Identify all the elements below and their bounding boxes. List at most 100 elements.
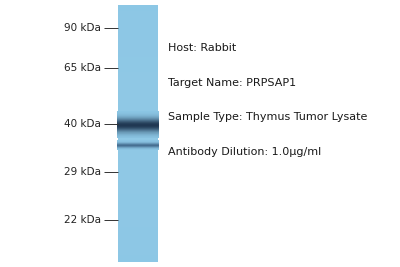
Bar xyxy=(118,141,158,142)
Bar xyxy=(118,188,158,189)
Bar xyxy=(118,91,158,92)
Bar xyxy=(118,47,158,48)
Bar xyxy=(117,125,159,126)
Bar xyxy=(118,172,158,173)
Bar xyxy=(118,108,158,109)
Bar xyxy=(118,256,158,257)
Bar xyxy=(118,150,158,151)
Bar xyxy=(118,87,158,88)
Bar xyxy=(118,29,158,30)
Bar xyxy=(118,122,158,123)
Bar xyxy=(118,86,158,87)
Bar xyxy=(117,112,159,113)
Bar xyxy=(118,206,158,207)
Bar xyxy=(117,149,159,150)
Bar xyxy=(118,78,158,80)
Bar xyxy=(118,148,158,149)
Bar xyxy=(118,212,158,213)
Bar xyxy=(117,129,159,130)
Bar xyxy=(118,115,158,116)
Bar xyxy=(118,34,158,35)
Bar xyxy=(118,195,158,196)
Bar xyxy=(118,70,158,71)
Bar xyxy=(118,252,158,253)
Bar xyxy=(118,30,158,31)
Bar xyxy=(117,148,159,149)
Bar xyxy=(118,236,158,237)
Bar xyxy=(118,207,158,208)
Bar xyxy=(117,142,159,143)
Bar xyxy=(118,48,158,49)
Bar xyxy=(117,146,159,147)
Bar xyxy=(118,138,158,139)
Bar xyxy=(118,144,158,146)
Bar xyxy=(118,118,158,119)
Bar xyxy=(117,143,159,144)
Bar xyxy=(117,130,159,131)
Bar xyxy=(118,197,158,198)
Bar xyxy=(117,131,159,132)
Bar xyxy=(118,164,158,165)
Bar xyxy=(118,238,158,239)
Bar xyxy=(118,216,158,217)
Bar xyxy=(118,15,158,17)
Bar xyxy=(118,59,158,60)
Bar xyxy=(118,108,158,109)
Bar xyxy=(118,156,158,158)
Bar xyxy=(118,199,158,200)
Bar xyxy=(118,157,158,158)
Bar xyxy=(117,124,159,125)
Bar xyxy=(118,92,158,93)
Bar xyxy=(118,249,158,250)
Bar xyxy=(118,18,158,19)
Bar xyxy=(118,165,158,166)
Bar xyxy=(118,179,158,180)
Bar xyxy=(118,228,158,229)
Bar xyxy=(118,9,158,10)
Bar xyxy=(118,198,158,199)
Bar xyxy=(118,42,158,43)
Bar xyxy=(118,54,158,55)
Bar xyxy=(118,220,158,222)
Bar xyxy=(118,64,158,65)
Bar xyxy=(118,21,158,22)
Bar xyxy=(118,84,158,85)
Bar xyxy=(117,147,159,148)
Bar xyxy=(118,131,158,132)
Bar xyxy=(117,114,159,115)
Bar xyxy=(118,56,158,57)
Bar xyxy=(118,74,158,75)
Bar xyxy=(118,143,158,145)
Bar xyxy=(117,120,159,121)
Bar xyxy=(118,46,158,47)
Bar xyxy=(118,88,158,89)
Bar xyxy=(118,163,158,164)
Bar xyxy=(117,128,159,129)
Bar xyxy=(118,250,158,252)
Bar xyxy=(118,115,158,116)
Bar xyxy=(117,130,159,131)
Bar xyxy=(118,229,158,230)
Bar xyxy=(118,192,158,193)
Bar xyxy=(118,140,158,141)
Bar xyxy=(118,33,158,34)
Bar xyxy=(118,230,158,231)
Bar xyxy=(118,71,158,72)
Bar xyxy=(118,162,158,163)
Bar xyxy=(117,115,159,116)
Bar xyxy=(118,66,158,68)
Bar xyxy=(118,50,158,52)
Bar xyxy=(118,14,158,15)
Bar xyxy=(117,128,159,129)
Bar xyxy=(118,143,158,144)
Bar xyxy=(117,135,159,136)
Bar xyxy=(118,51,158,52)
Bar xyxy=(117,147,159,148)
Bar xyxy=(118,41,158,42)
Bar xyxy=(118,162,158,163)
Bar xyxy=(118,146,158,147)
Bar xyxy=(118,231,158,232)
Bar xyxy=(118,106,158,107)
Bar xyxy=(118,49,158,51)
Bar xyxy=(117,126,159,127)
